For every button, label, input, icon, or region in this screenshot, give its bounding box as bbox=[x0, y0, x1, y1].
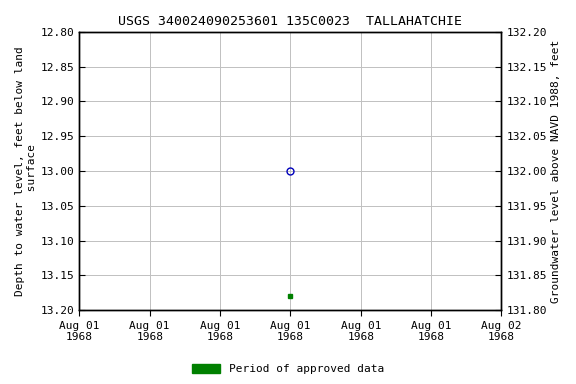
Title: USGS 340024090253601 135C0023  TALLAHATCHIE: USGS 340024090253601 135C0023 TALLAHATCH… bbox=[119, 15, 463, 28]
Y-axis label: Depth to water level, feet below land
 surface: Depth to water level, feet below land su… bbox=[15, 46, 37, 296]
Y-axis label: Groundwater level above NAVD 1988, feet: Groundwater level above NAVD 1988, feet bbox=[551, 40, 561, 303]
Legend: Period of approved data: Period of approved data bbox=[188, 359, 388, 379]
